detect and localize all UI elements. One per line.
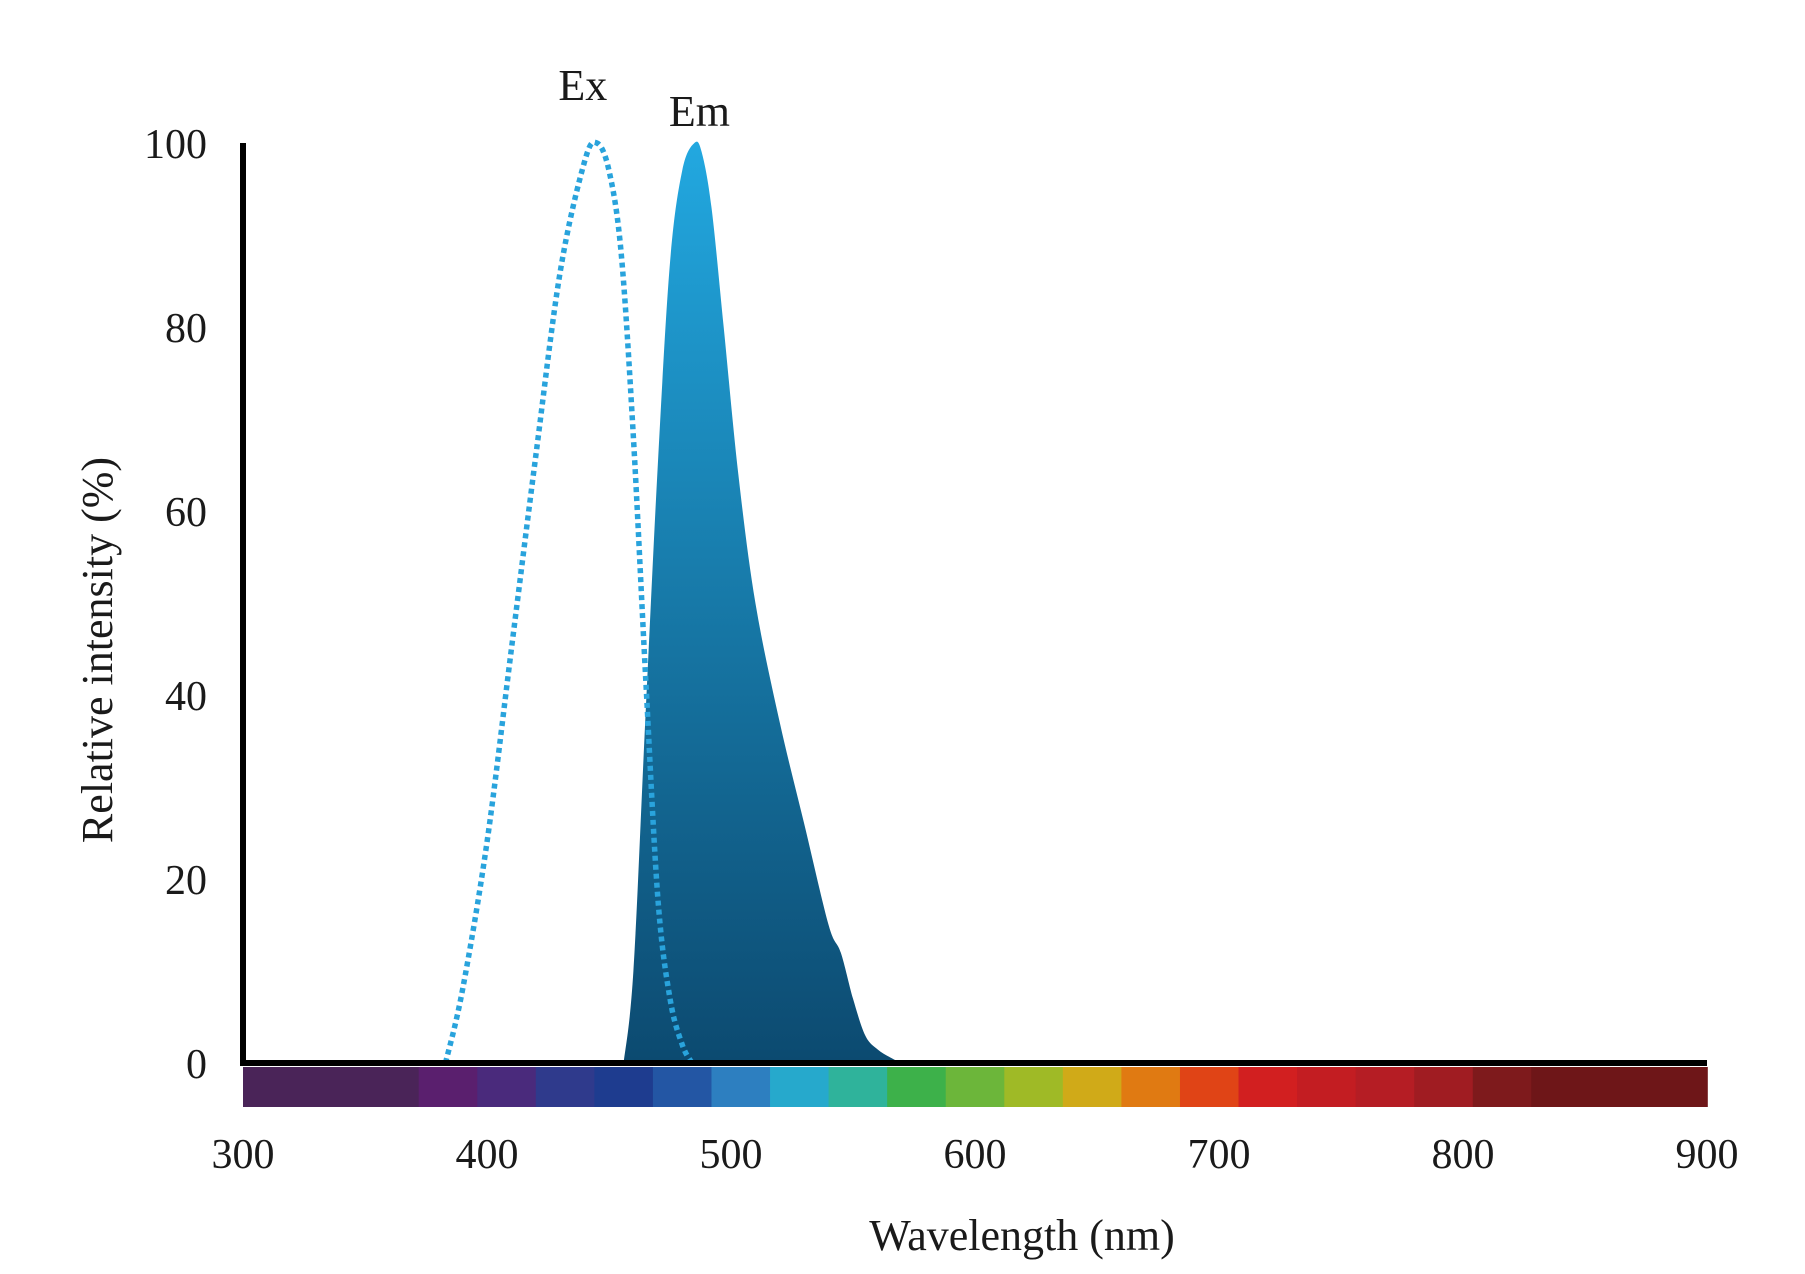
spectrum-bar-segment [418,1067,479,1107]
x-tick-label: 300 [212,1132,275,1178]
x-tick-label: 500 [700,1132,763,1178]
spectrum-bar-segment [770,1067,830,1107]
spectrum-bar-segment [1062,1067,1123,1107]
em-series-label: Em [669,87,730,136]
x-tick-label: 400 [456,1132,519,1178]
spectrum-bar-segment [1238,1067,1298,1107]
x-tick-label: 900 [1676,1132,1739,1178]
spectrum-bar-segment [652,1067,713,1107]
y-tick-label: 60 [165,490,207,536]
y-axis-title: Relative intensity (%) [73,457,122,843]
spectrum-bar-segment [301,1067,361,1107]
x-tick-label: 700 [1188,1132,1251,1178]
spectrum-bar-segment [1179,1067,1240,1107]
spectrum-bar-segment [1472,1067,1533,1107]
spectrum-bar-segment [828,1067,888,1107]
spectrum-bar-segment [1121,1067,1181,1107]
x-tick-label: 800 [1432,1132,1495,1178]
ex-series-label: Ex [558,61,607,110]
spectrum-bar-segment [535,1067,596,1107]
y-tick-label: 40 [165,674,207,720]
y-tick-label: 20 [165,858,207,904]
x-tick-label: 600 [944,1132,1007,1178]
spectrum-bar-segment [1531,1067,1591,1107]
spectrum-bar-segment [594,1067,654,1107]
spectrum-bar-segment [360,1067,420,1107]
x-axis-title: Wavelength (nm) [869,1211,1175,1260]
spectrum-bar-segment [1414,1067,1474,1107]
spectrum-bar-segment [945,1067,1006,1107]
spectrum-bar-segment [477,1067,537,1107]
y-tick-label: 80 [165,306,207,352]
spectrum-bar-segment [887,1067,947,1107]
ex-excitation-line [442,139,695,1065]
spectrum-bar-segment [1589,1067,1650,1107]
em-emission-area [623,141,902,1063]
spectrum-bar-segment [243,1067,303,1107]
spectrum-bar-segment [1297,1067,1357,1107]
y-tick-label: 0 [186,1042,207,1088]
spectrum-bar-segment [711,1067,771,1107]
spectrum-bar-segment [1004,1067,1064,1107]
y-tick-label: 100 [144,122,207,168]
spectrum-bar-segment [1648,1067,1708,1107]
spectrum-bar-segment [1355,1067,1415,1107]
